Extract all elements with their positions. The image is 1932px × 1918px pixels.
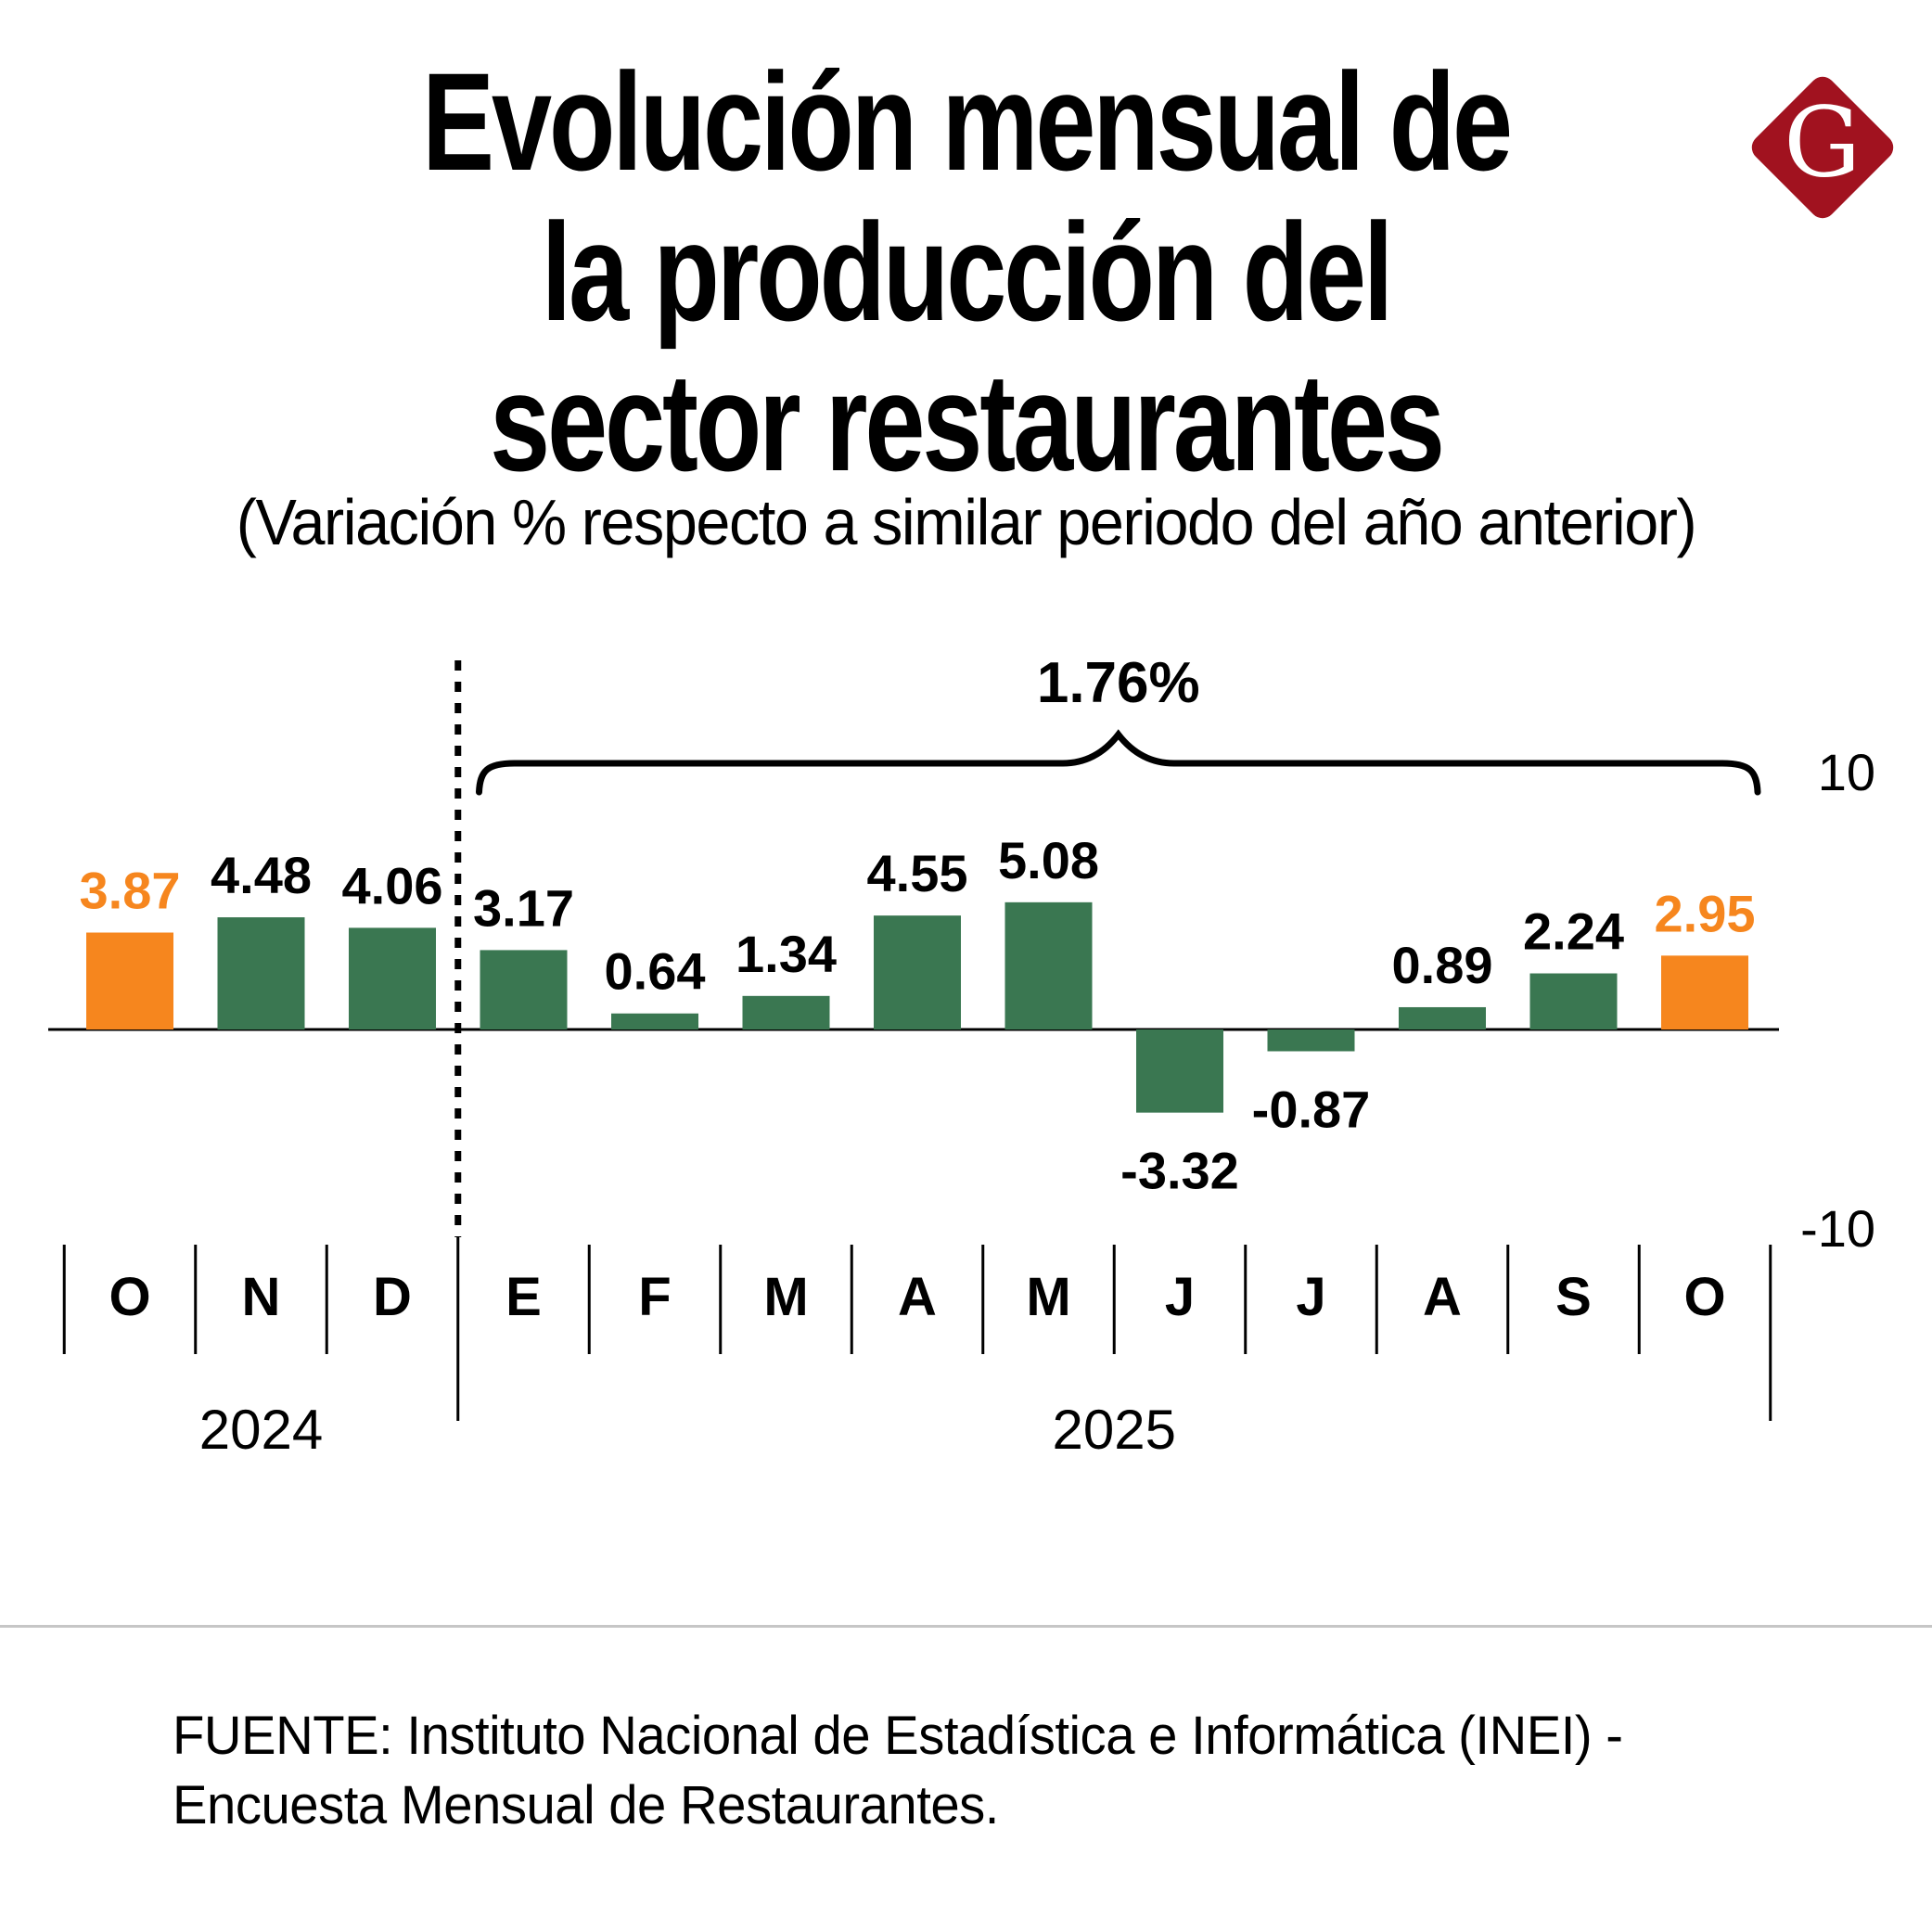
month-label-1: N [242, 1267, 281, 1327]
bar-value-label: 0.64 [605, 942, 706, 1001]
month-label-9: J [1296, 1267, 1325, 1327]
year-label-2024: 2024 [199, 1399, 323, 1461]
bar-D-2 [349, 927, 436, 1029]
chart-title-line-3: sector restaurantes [490, 344, 1445, 500]
source-note-line-1: FUENTE: Instituto Nacional de Estadístic… [173, 1706, 1623, 1766]
bar-M-7 [1004, 901, 1093, 1029]
bar-value-label: 1.34 [736, 925, 837, 983]
bar-chart: 3.87 4.48 4.06 3.17 0.64 1.34 4.55 5.08 -3.32-0.… [48, 651, 1875, 1461]
bar-value-label: -3.32 [1120, 1142, 1239, 1200]
bar-A-10 [1399, 1006, 1486, 1029]
gestion-logo-letter: G [1784, 85, 1862, 199]
month-label-7: M [1026, 1267, 1070, 1327]
bar-J-9 [1267, 1029, 1355, 1052]
month-label-2: D [373, 1267, 412, 1327]
bar-value-label: -0.87 [1252, 1080, 1371, 1138]
chart-title-line-1: Evolución mensual de [422, 44, 1513, 199]
bar-value-label: 3.87 [80, 862, 181, 920]
year-label-2025: 2025 [1053, 1399, 1176, 1461]
bar-S-11 [1529, 973, 1618, 1029]
bar-value-label: 5.08 [998, 831, 1099, 889]
month-label-4: F [638, 1267, 671, 1327]
month-label-12: O [1683, 1267, 1725, 1327]
chart-subtitle: (Variación % respecto a similar periodo … [236, 486, 1697, 558]
month-label-8: J [1165, 1267, 1195, 1327]
annotation-brace-label: 1.76% [1037, 651, 1200, 715]
footer-divider [0, 1625, 1932, 1628]
bar-M-5 [742, 995, 830, 1029]
bar-value-label: 4.06 [342, 856, 443, 914]
month-label-5: M [763, 1267, 808, 1327]
gestion-logo: G [1746, 70, 1900, 224]
bar-value-label: 0.89 [1392, 936, 1493, 994]
month-label-6: A [898, 1267, 937, 1327]
bar-value-label: 3.17 [473, 878, 574, 937]
bar-value-label: 4.55 [867, 844, 968, 902]
bar-O-0 [86, 932, 173, 1029]
bar-J-8 [1136, 1029, 1223, 1113]
month-label-11: S [1555, 1267, 1592, 1327]
annotation-brace [476, 729, 1761, 796]
source-note: FUENTE: Instituto Nacional de Estadístic… [173, 1701, 1623, 1840]
bar-A-6 [874, 915, 961, 1029]
month-label-3: E [505, 1267, 542, 1327]
bar-N-1 [217, 917, 305, 1029]
chart-title: Evolución mensual de la producción del s… [212, 46, 1720, 497]
y-axis-label-10: 10 [1818, 743, 1875, 801]
chart-title-line-2: la producción del [541, 194, 1394, 350]
bar-F-4 [611, 1013, 698, 1029]
bar-value-label: 4.48 [211, 846, 312, 904]
bar-value-label: 2.24 [1523, 902, 1624, 961]
month-label-0: O [109, 1267, 150, 1327]
bar-O-12 [1661, 955, 1748, 1029]
month-label-10: A [1423, 1267, 1462, 1327]
bar-E-3 [480, 950, 568, 1029]
y-axis-label--10: -10 [1800, 1199, 1875, 1258]
source-note-line-2: Encuesta Mensual de Restaurantes. [173, 1775, 999, 1835]
bar-value-label: 2.95 [1655, 884, 1756, 942]
